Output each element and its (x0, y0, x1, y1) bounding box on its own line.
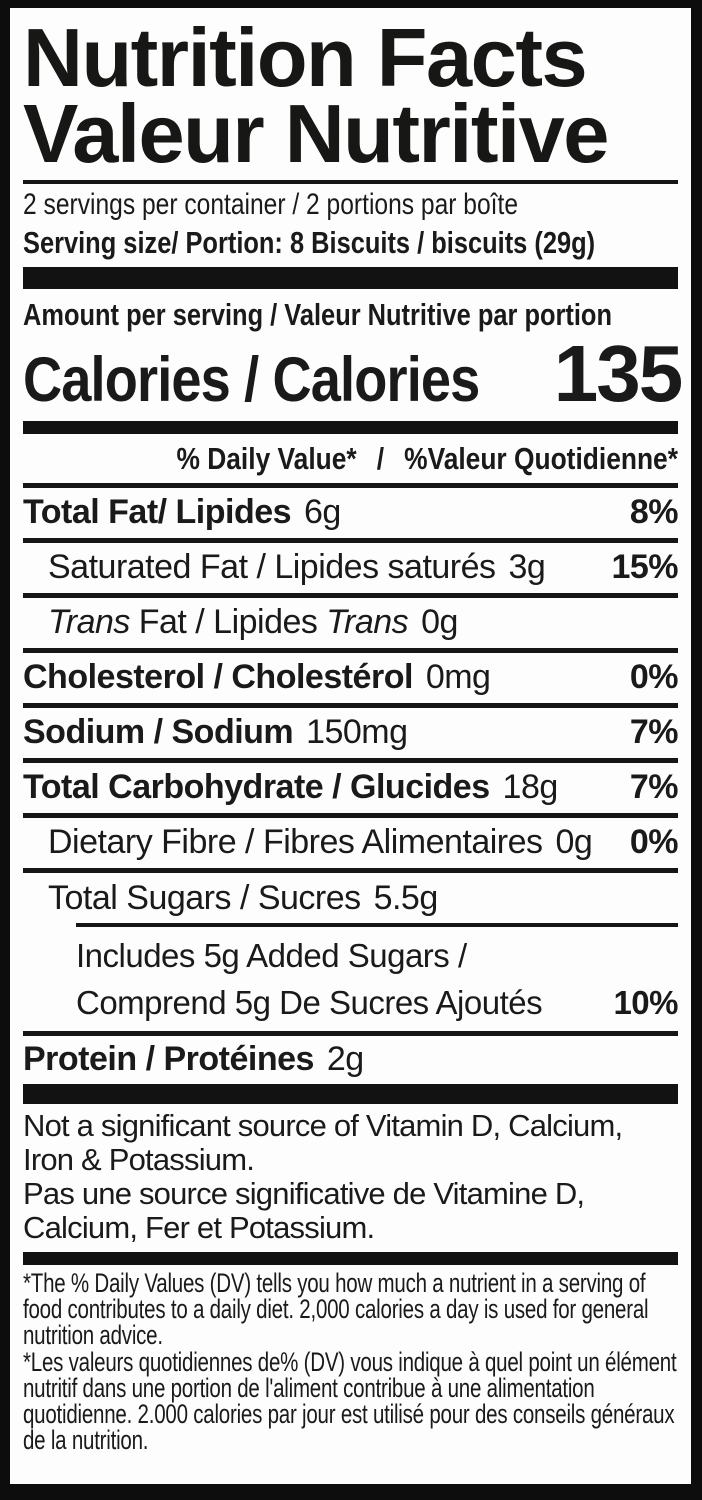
serving-size: Serving size/ Portion: 8 Biscuits / bisc… (23, 224, 678, 261)
nutrient-row-sodium: Sodium / Sodium 150mg 7% (23, 708, 679, 763)
nutrient-name: Protein / Protéines (23, 1040, 314, 1079)
nutrient-label: Sodium / Sodium 150mg (23, 713, 408, 752)
thick-divider-bar (23, 1083, 678, 1104)
nutrient-daily-value: 0% (629, 658, 679, 697)
nutrient-amount: 0mg (425, 658, 491, 697)
calories-row: Calories / Calories 135 (23, 329, 683, 419)
added-sugars-line-fr: Comprend 5g De Sucres Ajoutés 10% (76, 980, 678, 1027)
amount-per-serving: Amount per serving / Valeur Nutritive pa… (23, 298, 678, 332)
row-divider (23, 482, 678, 488)
title-french: Valeur Nutritive (23, 86, 609, 180)
nutrient-row-total-sugars: Total Sugars / Sucres 5.5g (23, 873, 678, 919)
nutrient-daily-value: 15% (611, 548, 678, 587)
thick-divider-bar (23, 267, 678, 290)
nutrient-label: Dietary Fibre / Fibres Alimentaires 0g (23, 823, 593, 862)
not-significant-note: Not a significant source of Vitamin D, C… (23, 1107, 678, 1245)
nutrient-amount: 6g (303, 493, 341, 532)
nutrient-amount: 2g (326, 1040, 364, 1079)
calories-value: 135 (553, 329, 683, 419)
nutrient-name: Total Fat/ Lipides (23, 493, 292, 532)
daily-value-footnotes: *The % Daily Values (DV) tells you how m… (23, 1267, 677, 1456)
trans-italic-en: Trans (48, 603, 130, 642)
nutrient-row-cholesterol: Cholesterol / Cholestérol 0mg 0% (23, 653, 679, 708)
nutrient-amount: 150mg (306, 713, 408, 752)
nutrient-daily-value: 10% (613, 983, 678, 1021)
nutrient-amount: 0g (555, 823, 593, 862)
nutrient-daily-value: 7% (629, 713, 679, 752)
nutrient-row-total-carbohydrate: Total Carbohydrate / Glucides 18g 7% (23, 763, 679, 818)
nutrient-daily-value: 7% (629, 768, 679, 807)
nutrient-row-protein: Protein / Protéines 2g (23, 1036, 678, 1084)
nutrient-name: Total Carbohydrate / Glucides (23, 768, 490, 807)
nutrient-label: Protein / Protéines 2g (23, 1040, 364, 1079)
footnote-fr: *Les valeurs quotidiennes de% (DV) vous … (23, 1346, 677, 1456)
nutrient-name: Saturated Fat / Lipides saturés (48, 548, 496, 587)
amount-per-serving-text: Amount per serving / Valeur Nutritive pa… (23, 297, 613, 333)
footnote-divider-bar (23, 1251, 678, 1265)
added-sugars-fr-text: Comprend 5g De Sucres Ajoutés (76, 983, 543, 1021)
nutrient-daily-value: 8% (629, 493, 679, 532)
title-divider (23, 180, 678, 185)
nutrient-label: Total Carbohydrate / Glucides 18g (23, 768, 558, 807)
nutrient-name: Fat / Lipides (138, 603, 318, 642)
daily-value-fr: %Valeur Quotidienne* (404, 440, 678, 476)
nutrient-row-saturated-fat: Saturated Fat / Lipides saturés 3g 15% (23, 543, 678, 598)
serving-size-text: Serving size/ Portion: 8 Biscuits / bisc… (23, 224, 596, 260)
calories-divider-bar (23, 420, 678, 434)
daily-value-en: % Daily Value* (176, 440, 357, 476)
protein-divider (23, 1030, 678, 1036)
nutrient-amount: 0g (421, 603, 458, 642)
nutrient-label: Saturated Fat / Lipides saturés 3g (23, 548, 546, 587)
title-english: Nutrition Facts (23, 11, 588, 104)
nutrient-name: Dietary Fibre / Fibres Alimentaires (48, 823, 543, 862)
footnote-en: *The % Daily Values (DV) tells you how m… (23, 1267, 649, 1351)
daily-value-separator: / (376, 440, 385, 476)
nutrient-label: Cholesterol / Cholestérol 0mg (23, 658, 491, 697)
nutrient-amount: 3g (508, 548, 546, 587)
trans-italic-fr: Trans (326, 603, 409, 642)
daily-value-header-text: % Daily Value* / %Valeur Quotidienne* (177, 441, 678, 477)
daily-value-header: % Daily Value* / %Valeur Quotidienne* (23, 434, 678, 483)
nutrient-name: Sodium / Sodium (23, 713, 294, 752)
nutrient-name: Total Sugars / Sucres (48, 878, 361, 917)
nutrient-amount: 5.5g (373, 878, 439, 917)
nutrient-label: Total Sugars / Sucres 5.5g (23, 879, 438, 918)
not-significant-en: Not a significant source of Vitamin D, C… (23, 1107, 623, 1177)
nutrient-amount: 18g (502, 768, 559, 807)
not-significant-fr: Pas une source significative de Vitamine… (23, 1175, 585, 1245)
added-sugars-line-en: Includes 5g Added Sugars / (76, 936, 467, 974)
servings-per-container: 2 servings per container / 2 portions pa… (23, 188, 678, 222)
nutrient-row-dietary-fibre: Dietary Fibre / Fibres Alimentaires 0g 0% (23, 818, 679, 873)
nutrient-name: Cholesterol / Cholestérol (23, 658, 413, 697)
servings-per-container-text: 2 servings per container / 2 portions pa… (23, 188, 519, 222)
added-sugars-divider (76, 922, 678, 927)
nutrient-daily-value: 0% (629, 823, 679, 862)
nutrient-row-added-sugars: Includes 5g Added Sugars / Comprend 5g D… (23, 927, 678, 1031)
nutrient-label: Trans Fat / Lipides Trans 0g (23, 603, 458, 642)
nutrient-row-total-fat: Total Fat/ Lipides 6g 8% (23, 488, 679, 543)
nutrient-row-trans-fat: Trans Fat / Lipides Trans 0g (23, 598, 678, 653)
calories-label: Calories / Calories (23, 345, 480, 416)
label-title: Nutrition Facts Valeur Nutritive (23, 11, 678, 180)
nutrient-label: Total Fat/ Lipides 6g (23, 493, 341, 532)
